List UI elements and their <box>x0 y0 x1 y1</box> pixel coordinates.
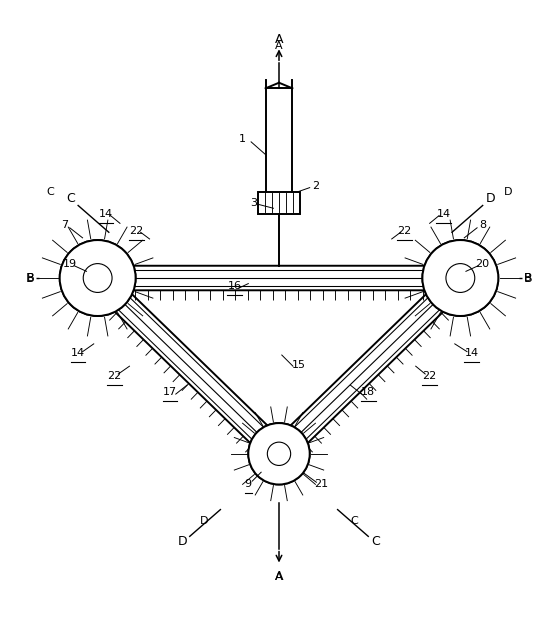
Text: A: A <box>275 571 283 581</box>
Text: C: C <box>371 535 380 548</box>
Text: D: D <box>503 186 512 196</box>
Text: B: B <box>25 272 34 285</box>
Text: 9: 9 <box>245 480 252 490</box>
Text: 8: 8 <box>479 220 486 230</box>
Circle shape <box>60 240 136 316</box>
Text: C: C <box>350 516 358 526</box>
Text: D: D <box>199 516 208 526</box>
Text: 14: 14 <box>464 348 479 358</box>
Text: A: A <box>275 570 283 583</box>
Circle shape <box>422 240 498 316</box>
Text: 15: 15 <box>291 359 306 369</box>
Text: 17: 17 <box>163 388 177 397</box>
Text: 22: 22 <box>107 371 122 381</box>
Text: 18: 18 <box>361 388 376 397</box>
Text: 7: 7 <box>61 220 68 230</box>
Text: 14: 14 <box>99 209 113 219</box>
Text: 2: 2 <box>312 181 319 191</box>
Circle shape <box>248 423 310 485</box>
Text: 21: 21 <box>314 480 328 490</box>
Circle shape <box>60 240 136 316</box>
Text: 14: 14 <box>71 348 85 358</box>
Text: B: B <box>27 273 35 283</box>
Text: D: D <box>177 535 187 548</box>
Text: C: C <box>66 193 75 206</box>
Text: 22: 22 <box>422 371 437 381</box>
Text: A: A <box>275 32 283 45</box>
Text: 20: 20 <box>475 259 490 269</box>
Bar <box>258 191 300 214</box>
Text: D: D <box>485 193 496 206</box>
Text: 22: 22 <box>397 226 412 235</box>
Text: B: B <box>524 272 533 285</box>
Circle shape <box>248 423 310 485</box>
Text: 19: 19 <box>62 259 77 269</box>
Circle shape <box>422 240 498 316</box>
Text: 22: 22 <box>129 226 144 235</box>
Text: A: A <box>275 42 283 52</box>
Text: 3: 3 <box>251 197 257 207</box>
Text: C: C <box>46 186 54 196</box>
Text: B: B <box>523 273 531 283</box>
Text: 16: 16 <box>227 282 242 292</box>
Text: 14: 14 <box>436 209 451 219</box>
Text: 1: 1 <box>239 133 246 143</box>
